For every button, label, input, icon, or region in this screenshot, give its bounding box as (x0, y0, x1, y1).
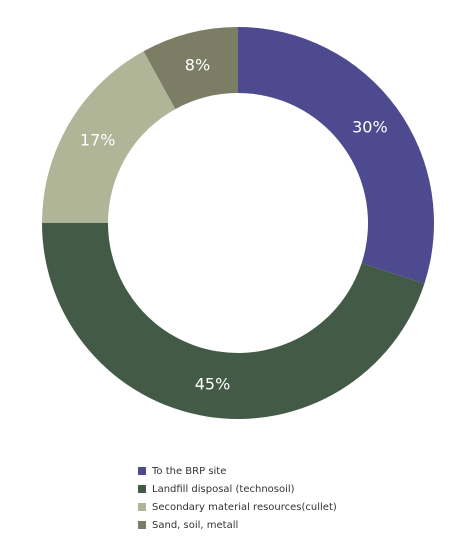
legend-item: Landfill disposal (technosoil) (138, 480, 337, 498)
slice-data-label: 8% (185, 56, 210, 75)
legend-item: Sand, soil, metall (138, 516, 337, 534)
legend: To the BRP site Landfill disposal (techno… (138, 462, 337, 534)
donut-slice (42, 223, 425, 419)
slice-data-label: 45% (195, 374, 231, 393)
legend-swatch (138, 521, 146, 529)
legend-swatch (138, 485, 146, 493)
legend-swatch (138, 467, 146, 475)
legend-label: To the BRP site (152, 465, 227, 477)
donut-slice (143, 27, 238, 110)
legend-item: Secondary material resources(cullet) (138, 498, 337, 516)
donut-slice (238, 27, 434, 284)
legend-item: To the BRP site (138, 462, 337, 480)
legend-label: Sand, soil, metall (152, 519, 239, 531)
donut-plot: 30% 45% 17% 8% (42, 27, 434, 419)
slice-data-label: 30% (352, 118, 388, 137)
legend-label: Secondary material resources(cullet) (152, 501, 337, 513)
donut-slice (42, 51, 176, 223)
legend-label: Landfill disposal (technosoil) (152, 483, 295, 495)
slice-data-label: 17% (80, 131, 116, 150)
legend-swatch (138, 503, 146, 511)
